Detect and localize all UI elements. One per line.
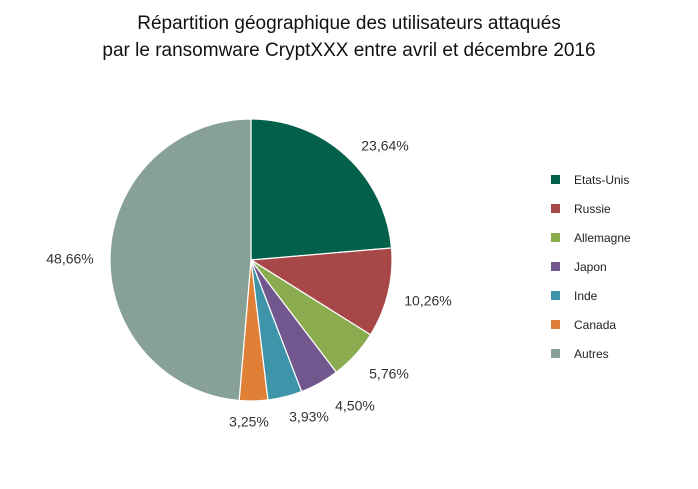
legend-item-canada: Canada — [551, 310, 631, 339]
pie-slice-russie — [249, 247, 393, 336]
legend-item-etats-unis: Etats-Unis — [551, 165, 631, 194]
legend-item-russie: Russie — [551, 194, 631, 223]
legend-swatch — [551, 262, 560, 271]
legend-label: Autres — [574, 346, 609, 361]
legend-label: Inde — [574, 288, 598, 303]
data-label-canada: 3,25% — [229, 414, 269, 430]
legend-label: Japon — [574, 259, 607, 274]
legend-item-allemagne: Allemagne — [551, 223, 631, 252]
pie-data-labels: 23,64% 10,26% 5,76% 4,50% 3,93% 3,25% 48,66% — [46, 138, 451, 430]
legend-swatch — [551, 204, 560, 213]
legend-item-autres: Autres — [551, 339, 631, 368]
pie-slices — [109, 118, 393, 402]
legend-swatch — [551, 349, 560, 358]
data-label-etats-unis: 23,64% — [361, 138, 408, 154]
data-label-inde: 3,93% — [289, 409, 329, 425]
legend-swatch — [551, 320, 560, 329]
data-label-japon: 4,50% — [335, 398, 375, 414]
legend-swatch — [551, 291, 560, 300]
pie-slice-autres — [109, 118, 252, 402]
pie-slice-etats-unis — [250, 118, 393, 261]
legend-swatch — [551, 175, 560, 184]
chart-title-block: Répartition géographique des utilisateur… — [0, 10, 698, 64]
data-label-allemagne: 5,76% — [369, 366, 409, 382]
legend-label: Russie — [574, 201, 611, 216]
chart-legend: Etats-Unis Russie Allemagne Japon Inde Canada… — [551, 165, 631, 368]
data-label-autres: 48,66% — [46, 251, 93, 267]
legend-label: Canada — [574, 317, 617, 332]
legend-item-inde: Inde — [551, 281, 631, 310]
legend-label: Allemagne — [574, 230, 631, 245]
chart-title: Répartition géographique des utilisateur… — [137, 13, 561, 34]
legend-item-japon: Japon — [551, 252, 631, 281]
chart-subtitle: par le ransomware CryptXXX entre avril e… — [102, 40, 596, 61]
legend-swatch — [551, 233, 560, 242]
legend-label: Etats-Unis — [574, 172, 630, 187]
data-label-russie: 10,26% — [404, 293, 451, 309]
